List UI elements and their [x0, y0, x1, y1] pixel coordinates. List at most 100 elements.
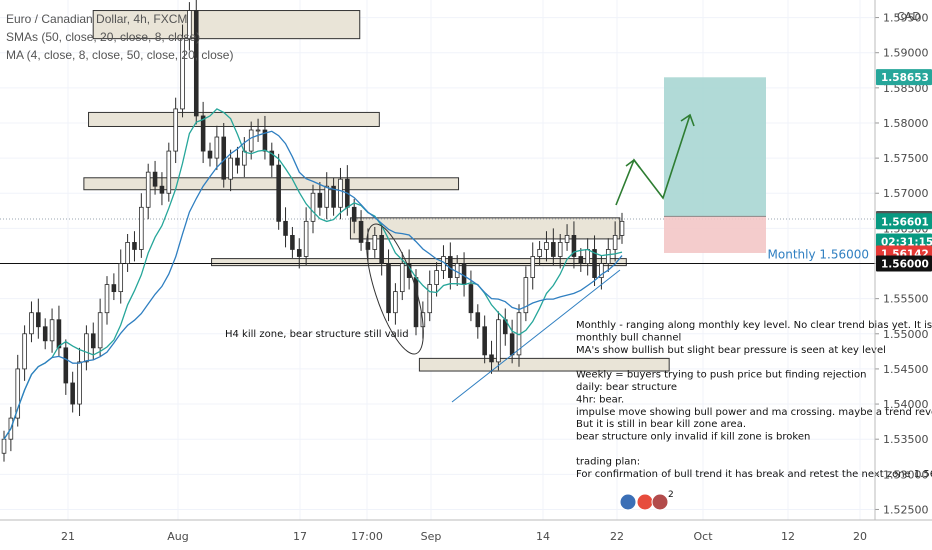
monthly-level-label: Monthly 1.56000 — [768, 248, 869, 262]
time-axis[interactable]: 21 Aug 17 17:00 Sep 14 22 Oct 12 20 — [0, 519, 932, 543]
price-tick-label: 1.59500 — [883, 12, 929, 25]
candle-body — [399, 263, 405, 293]
time-tick-label: 12 — [781, 530, 795, 543]
event-count-badge: 2 — [668, 490, 674, 500]
time-tick-label: Sep — [421, 530, 442, 543]
ma-indicator-label[interactable]: MA (4, close, 8, close, 50, close, 20, c… — [6, 48, 234, 62]
candle-body — [145, 171, 151, 208]
zone-rectangle — [88, 111, 380, 127]
price-tick-label: 1.55500 — [883, 293, 929, 306]
candle-body — [152, 171, 158, 187]
candle-body — [29, 312, 34, 335]
analysis-note-line: Weekly = buyers trying to push price but… — [576, 370, 866, 381]
time-tick-label: Oct — [693, 530, 713, 543]
candle-body — [139, 206, 144, 250]
analysis-note-line: daily: bear structure — [576, 382, 677, 393]
currency-label: CAD — [897, 10, 921, 23]
candle-body — [97, 312, 103, 349]
candle-body — [111, 284, 117, 293]
symbol-title[interactable]: Euro / Canadian Dollar, 4h, FXCM — [6, 12, 188, 26]
arrow-head-icon — [680, 113, 695, 127]
candle-body — [262, 129, 268, 152]
arrow-head-icon — [625, 158, 641, 169]
analysis-note-line: bear structure only invalid if kill zone… — [576, 432, 810, 443]
sma-indicator-label[interactable]: SMAs (50, close, 20, close, 8, close) — [6, 30, 201, 44]
candle-body — [599, 263, 604, 278]
candle-body — [193, 10, 199, 117]
kill-zone-ellipse — [366, 223, 424, 355]
price-tag — [876, 233, 932, 250]
bull-trendline — [451, 269, 621, 403]
analysis-note-line: impulse move showing bull power and ma c… — [576, 407, 932, 418]
price-tag-label: 1.58653 — [881, 72, 929, 84]
candle-body — [118, 263, 124, 293]
candle-body — [564, 235, 570, 243]
candle-body — [338, 178, 343, 208]
candle-body — [132, 242, 137, 250]
analysis-note-line: 4hr: bear. — [576, 394, 624, 405]
price-tick-label: 1.57500 — [883, 152, 929, 165]
price-tick-label: 1.53500 — [883, 433, 929, 446]
candle-body — [77, 361, 82, 405]
candle-body — [523, 277, 529, 314]
candle-body — [530, 256, 536, 278]
candle-body — [242, 150, 247, 166]
ma-slow-line — [3, 130, 623, 440]
projection-arrow — [615, 114, 691, 206]
candle-body — [475, 312, 481, 328]
candle-body — [104, 284, 110, 314]
ma-fast-line — [3, 108, 623, 440]
eu-flag-icon — [619, 493, 637, 511]
analysis-note-line: MA's show bullish but slight bear pressu… — [576, 345, 886, 356]
kill-zone-note: H4 kill zone, bear structure still valid — [225, 329, 409, 340]
analysis-note-line: Monthly - ranging along monthly key leve… — [576, 320, 932, 331]
candle-body — [324, 185, 330, 208]
candle-body — [1, 438, 7, 454]
candle-body — [365, 242, 371, 250]
price-axis[interactable]: 1.52500 1.53000 1.53500 1.54000 1.54500 1.550… — [874, 0, 932, 520]
candle-body — [489, 354, 494, 363]
ca-flag-icon — [636, 493, 654, 511]
candle-body — [63, 347, 69, 384]
price-tag — [876, 213, 932, 230]
flag-icon — [651, 493, 669, 511]
zone-rectangle — [418, 357, 670, 372]
economic-events-icon: 2 — [619, 490, 674, 511]
chart-legend: Euro / Canadian Dollar, 4h, FXCM SMAs (5… — [6, 10, 233, 64]
candle-body — [612, 235, 618, 250]
time-tick-label: 14 — [536, 530, 550, 543]
time-tick-label: 21 — [61, 530, 75, 543]
long-position-tool[interactable] — [664, 77, 766, 253]
candle-body — [84, 333, 89, 363]
candle-body — [557, 242, 563, 257]
candle-body — [578, 256, 584, 264]
candle-body — [379, 235, 384, 264]
candle-body — [125, 242, 130, 264]
candle-body — [351, 206, 357, 222]
price-tag — [876, 255, 932, 272]
price-tick-label: 1.58500 — [883, 82, 929, 95]
candle-body — [468, 284, 474, 314]
candle-body — [283, 220, 288, 236]
candle-body — [482, 326, 487, 356]
candles — [1, 0, 625, 462]
candle-body — [235, 157, 240, 166]
candle-body — [70, 382, 75, 405]
candle-body — [22, 333, 27, 370]
candle-body — [296, 249, 302, 257]
price-tag-label: 02:31:15 — [881, 236, 932, 248]
candle-body — [427, 284, 433, 314]
candle-body — [90, 333, 96, 349]
candle-body — [317, 192, 323, 208]
candle-body — [571, 235, 577, 257]
candle-body — [592, 249, 597, 278]
candle-body — [269, 150, 275, 166]
candle-body — [496, 319, 501, 363]
candle-body — [461, 263, 467, 285]
price-tag — [876, 69, 932, 86]
price-tick-label: 1.55000 — [883, 328, 929, 341]
time-tick-label: 17:00 — [351, 530, 383, 543]
price-tick-label: 1.54000 — [883, 398, 929, 411]
candle-body — [173, 108, 178, 152]
